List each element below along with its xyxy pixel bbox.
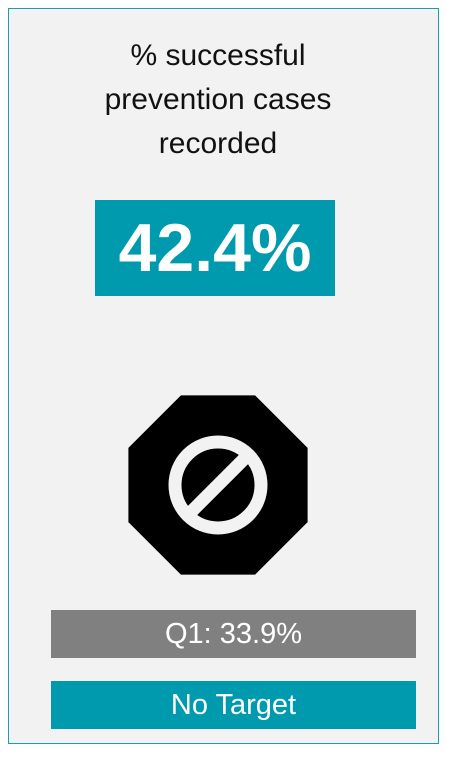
no-sign-slash <box>183 450 253 520</box>
target: No Target <box>51 681 416 729</box>
previous-value: Q1: 33.9% <box>51 610 416 658</box>
kpi-title: % successful prevention cases recorded <box>104 39 332 160</box>
kpi-value: 42.4% <box>95 200 335 296</box>
no-sign-circle <box>168 435 268 535</box>
